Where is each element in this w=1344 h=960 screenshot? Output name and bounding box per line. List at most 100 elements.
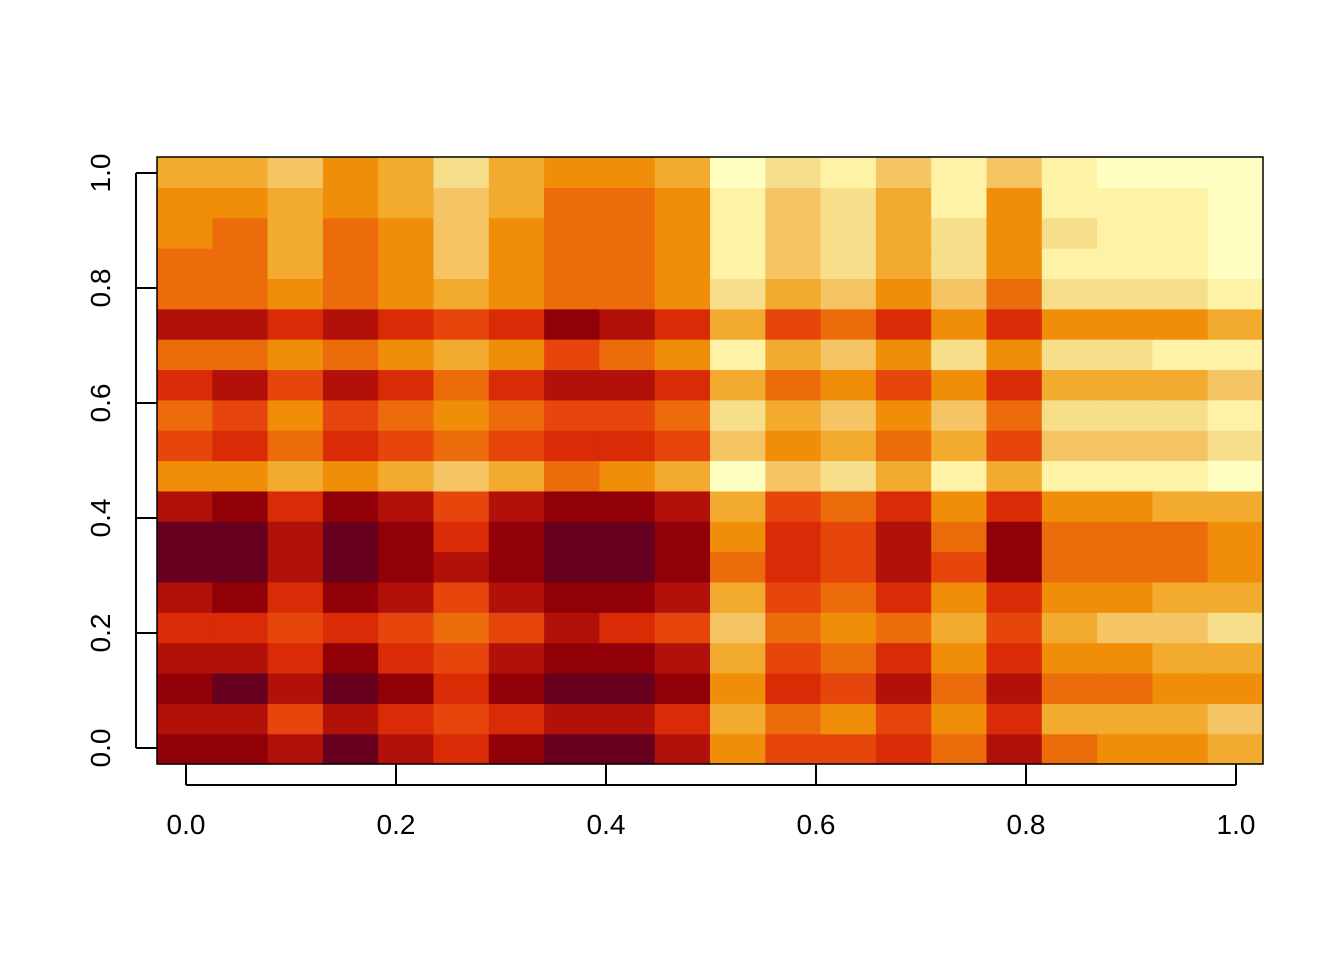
heatmap-cell [654, 399, 711, 431]
heatmap-cell [267, 217, 324, 249]
heatmap-cell [378, 551, 435, 583]
heatmap-cell [488, 339, 545, 371]
heatmap-cell [212, 551, 269, 583]
heatmap-cell [267, 460, 324, 492]
heatmap-cell [710, 248, 766, 279]
heatmap-cell [931, 217, 988, 249]
heatmap-cell [765, 612, 822, 644]
heatmap-cell [544, 581, 600, 613]
heatmap-cell [212, 278, 269, 310]
heatmap-cell [212, 339, 269, 371]
heatmap-cell [378, 339, 435, 371]
heatmap-cell [765, 551, 822, 583]
x-tick-label: 0.0 [167, 809, 206, 840]
heatmap-cell [1041, 248, 1098, 279]
heatmap-cell [1207, 217, 1264, 249]
heatmap-cell [710, 581, 766, 613]
heatmap-cell [1097, 460, 1153, 492]
heatmap-cell [931, 521, 988, 553]
heatmap-cell [1152, 308, 1209, 340]
heatmap-cell [765, 521, 822, 553]
heatmap-cell [212, 187, 269, 219]
heatmap-cell [1207, 642, 1264, 674]
heatmap-cell [1152, 672, 1209, 704]
heatmap-cell [267, 430, 324, 462]
y-tick-label: 0.2 [85, 614, 116, 653]
heatmap-cell [1041, 278, 1098, 310]
heatmap-cell [931, 248, 988, 279]
heatmap-cell [1097, 581, 1153, 613]
heatmap-cell [322, 187, 379, 219]
heatmap-cell [1097, 521, 1153, 553]
heatmap-cell [820, 612, 877, 644]
heatmap-cell [654, 703, 711, 735]
heatmap-cell [378, 733, 435, 765]
heatmap-cell [875, 308, 932, 340]
heatmap-cell [875, 642, 932, 674]
heatmap-cell [212, 672, 269, 704]
heatmap-cell [1207, 430, 1264, 462]
heatmap-cell [378, 278, 435, 310]
heatmap-cell [1207, 551, 1264, 583]
heatmap-cell [544, 672, 600, 704]
heatmap-cell [378, 460, 435, 492]
heatmap-cell [1152, 490, 1209, 522]
heatmap-cell [378, 672, 435, 704]
x-tick-label: 1.0 [1217, 809, 1256, 840]
heatmap-cell [1207, 460, 1264, 492]
heatmap-cell [931, 672, 988, 704]
heatmap-cell [378, 642, 435, 674]
heatmap-cell [599, 703, 656, 735]
heatmap-cell [654, 157, 711, 188]
heatmap-cell [931, 157, 988, 188]
heatmap-cell [433, 551, 490, 583]
heatmap-cell [875, 278, 932, 310]
heatmap-cell [931, 703, 988, 735]
heatmap-cell [433, 278, 490, 310]
heatmap-cell [1207, 157, 1264, 188]
heatmap-cell [931, 369, 988, 401]
heatmap-cell [1097, 612, 1153, 644]
heatmap-cell [488, 187, 545, 219]
heatmap-cell [1097, 672, 1153, 704]
heatmap-cell [1152, 187, 1209, 219]
heatmap-cell [378, 612, 435, 644]
heatmap-cell [212, 733, 269, 765]
heatmap-cell [820, 308, 877, 340]
heatmap-cell [157, 308, 213, 340]
heatmap-cell [433, 187, 490, 219]
heatmap-cell [157, 430, 213, 462]
heatmap-cell [544, 187, 600, 219]
heatmap-cell [322, 217, 379, 249]
heatmap-cell [875, 399, 932, 431]
heatmap-cell [433, 157, 490, 188]
heatmap-cell [157, 399, 213, 431]
heatmap-cell [212, 521, 269, 553]
heatmap-cell [544, 157, 600, 188]
heatmap-cell [710, 703, 766, 735]
heatmap-cell [267, 248, 324, 279]
heatmap-cell [433, 217, 490, 249]
heatmap-cell [544, 490, 600, 522]
heatmap-cell [820, 642, 877, 674]
heatmap-cell [820, 217, 877, 249]
heatmap-cell [1207, 581, 1264, 613]
heatmap-cell [1097, 369, 1153, 401]
x-tick-label: 0.6 [797, 809, 836, 840]
heatmap-cell [1041, 642, 1098, 674]
heatmap-cell [599, 733, 656, 765]
heatmap-cell [1041, 187, 1098, 219]
heatmap-cell [267, 642, 324, 674]
heatmap-cell [820, 187, 877, 219]
heatmap-cell [654, 490, 711, 522]
heatmap-cell [267, 278, 324, 310]
heatmap-cell [875, 369, 932, 401]
heatmap-cell [599, 490, 656, 522]
x-tick-label: 0.8 [1007, 809, 1046, 840]
heatmap-cell [267, 157, 324, 188]
heatmap-cell [710, 187, 766, 219]
heatmap-cell [931, 278, 988, 310]
heatmap-cell [931, 551, 988, 583]
heatmap-cell [820, 733, 877, 765]
heatmap-cell [931, 642, 988, 674]
